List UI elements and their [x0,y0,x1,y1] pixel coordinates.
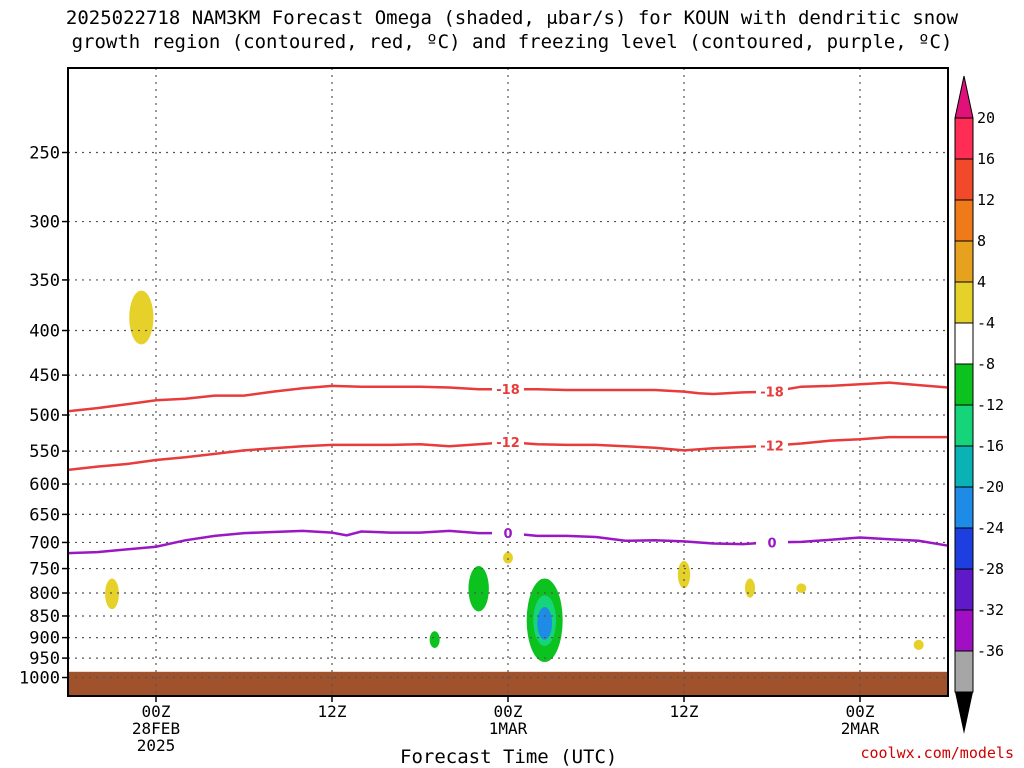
contour-label--18: -18 [760,386,784,401]
contour-label-bg [756,383,788,400]
colorbar-swatch [954,281,974,324]
y-tick-label-250: 250 [29,144,60,164]
colorbar-swatch [954,609,974,652]
colorbar-label: -8 [977,355,995,373]
x-tick-label: 12Z [670,702,699,721]
contour-label-bg [756,534,788,551]
colorbar-swatch [954,568,974,611]
colorbar-label: 4 [977,273,986,291]
credit-link[interactable]: coolwx.com/models [860,744,1014,762]
y-tick-label-850: 850 [29,607,60,627]
x-tick-label: 12Z [318,702,347,721]
omega-feature-8 [677,560,691,589]
plot-frame [67,67,949,697]
contour-label-0: 0 [503,527,512,542]
y-tick-label-950: 950 [29,649,60,669]
x-tick-label: 00Z [494,702,523,721]
colorbar-label: -32 [977,601,1004,619]
y-tick-label-900: 900 [29,629,60,649]
contour-label-bg [492,381,524,398]
y-tick-label-300: 300 [29,213,60,233]
chart-title: 2025022718 NAM3KM Forecast Omega (shaded… [0,6,1024,54]
omega-feature-2 [468,566,489,612]
colorbar-label: -36 [977,642,1004,660]
colorbar-label: -28 [977,560,1004,578]
x-tick-label: 2025 [137,736,176,755]
title-line-2: growth region (contoured, red, ºC) and f… [71,31,953,53]
contour-label-bg [492,525,524,542]
title-line-1: 2025022718 NAM3KM Forecast Omega (shaded… [65,7,959,29]
y-tick-label-350: 350 [29,271,60,291]
colorbar-label: 16 [977,150,995,168]
colorbar-label: -12 [977,396,1004,414]
colorbar-label: 8 [977,232,986,250]
y-tick-label-550: 550 [29,442,60,462]
y-tick-label-1000: 1000 [19,669,60,689]
colorbar-swatch [954,240,974,283]
x-tick-label: 00Z [846,702,875,721]
x-tick-label: 00Z [142,702,171,721]
contour-label--18: -18 [496,383,520,398]
omega-feature-11 [913,639,924,651]
omega-feature-10 [796,583,807,594]
y-tick-label-450: 450 [29,366,60,386]
colorbar-swatch [954,650,974,693]
colorbar-swatch [954,158,974,201]
colorbar-swatch [954,322,974,365]
colorbar-bottom-arrow [955,692,973,734]
colorbar-label: -20 [977,478,1004,496]
omega-feature-6 [537,606,553,640]
omega-feature-9 [745,578,755,598]
colorbar-swatch [954,117,974,160]
colorbar-swatch [954,363,974,406]
y-tick-label-600: 600 [29,475,60,495]
y-tick-label-400: 400 [29,322,60,342]
colorbar: 20 16 12 8 4 -4 -8 -12 -16 -20 -24 -28 -32 -36 [954,75,1004,734]
omega-feature-1 [105,578,119,610]
contour-label-bg [492,434,524,451]
contour-label-0: 0 [767,536,776,551]
colorbar-swatch [954,527,974,570]
y-tick-label-800: 800 [29,584,60,604]
colorbar-swatch [954,199,974,242]
colorbar-swatch [954,486,974,529]
colorbar-label: -16 [977,437,1004,455]
y-tick-label-650: 650 [29,505,60,525]
colorbar-swatch [954,445,974,488]
y-tick-label-750: 750 [29,560,60,580]
x-tick-label: 2MAR [841,719,880,738]
colorbar-label: 20 [977,109,995,127]
omega-feature-3 [429,631,440,648]
contour-label--12: -12 [760,440,784,455]
colorbar-label: 12 [977,191,995,209]
x-tick-label: 28FEB [132,719,180,738]
omega-shading [105,290,924,663]
omega-feature-7 [503,552,513,564]
y-axis-ticks: 2503003504004505005506006507007508008509… [19,144,68,689]
colorbar-label: -4 [977,314,995,332]
contour-lines: -18 -18 -12 -12 0 0 [67,381,949,555]
colorbar-label: -24 [977,519,1004,537]
y-tick-label-700: 700 [29,533,60,553]
omega-feature-0 [129,290,154,345]
x-axis-label: Forecast Time (UTC) [400,746,618,768]
colorbar-swatch [954,404,974,447]
colorbar-top-arrow [954,75,974,119]
contour-label-bg [756,437,788,454]
contour-label--12: -12 [496,436,520,451]
y-tick-label-500: 500 [29,406,60,426]
x-tick-label: 1MAR [489,719,528,738]
